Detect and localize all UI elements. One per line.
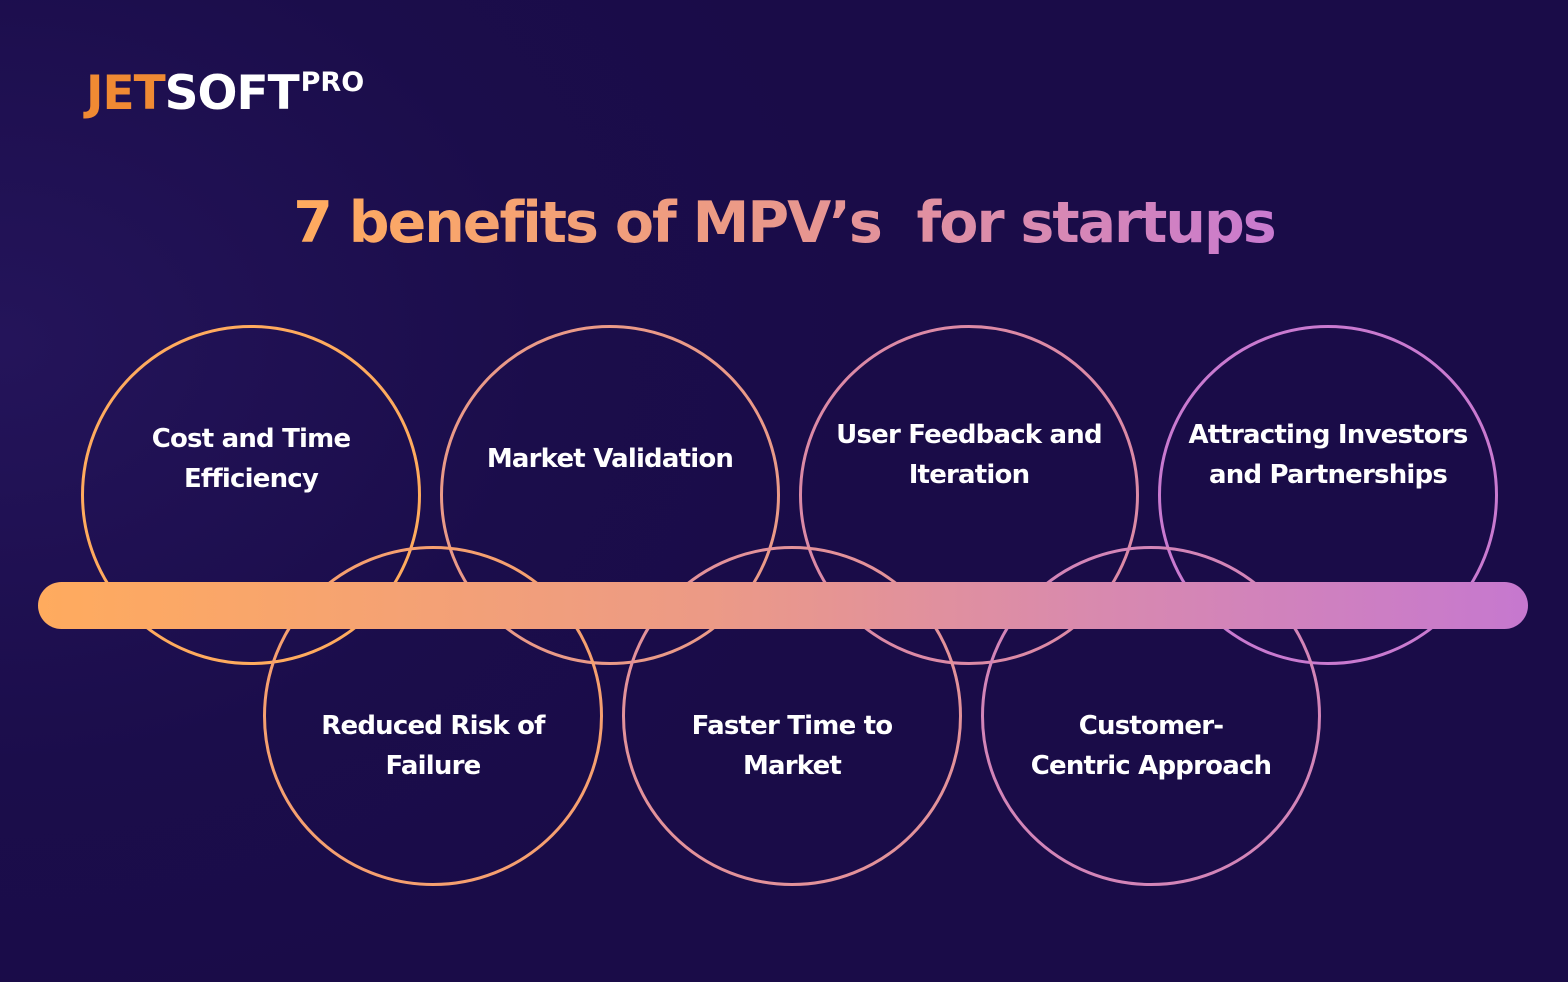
logo-pro: PRO [300,67,365,98]
logo-soft: SOFT [164,66,300,121]
benefit-label: Reduced Risk of Failure [321,711,545,781]
benefit-circle-market-validation: Market Validation [440,325,780,665]
benefit-label: Market Validation [486,444,734,474]
benefit-circle-reduced-risk: Reduced Risk of Failure [263,546,603,886]
benefit-label: User Feedback and Iteration [836,420,1102,490]
benefit-circle-cost-time: Cost and Time Efficiency [81,325,421,665]
benefit-circle-faster-time: Faster Time to Market [622,546,962,886]
benefit-label: Cost and Time Efficiency [151,424,351,494]
benefit-circle-user-feedback: User Feedback and Iteration [799,325,1139,665]
benefit-circle-investors: Attracting Investors and Partnerships [1158,325,1498,665]
logo-jet: JET [86,66,166,121]
benefit-label: Customer- Centric Approach [1030,711,1272,781]
gradient-timeline-bar [38,582,1528,629]
page-title-text: 7 benefits of MPV’s for startups [293,190,1276,256]
benefit-label: Faster Time to Market [691,711,894,781]
page-title: 7 benefits of MPV’s for startups [0,190,1568,256]
benefit-label: Attracting Investors and Partnerships [1188,420,1468,490]
benefit-circle-customer-centric: Customer- Centric Approach [981,546,1321,886]
jetsoftpro-logo: JETSOFTPRO [86,67,365,117]
